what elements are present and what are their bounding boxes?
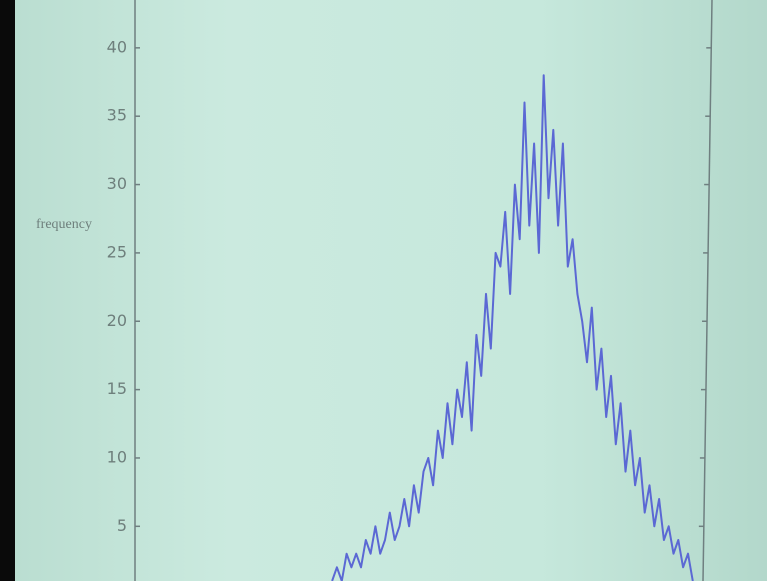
y-tick-label: 40 bbox=[107, 37, 127, 56]
background bbox=[0, 0, 767, 581]
chart: frequency 5 10 15 20 25 30 35 40 bbox=[0, 0, 767, 581]
y-tick-label: 20 bbox=[107, 311, 127, 330]
y-tick-label: 35 bbox=[107, 106, 127, 125]
y-tick-label: 15 bbox=[107, 379, 127, 398]
y-tick-label: 10 bbox=[107, 447, 127, 466]
y-tick-label: 25 bbox=[107, 242, 127, 261]
y-axis-label: frequency bbox=[36, 217, 92, 232]
y-tick-label: 30 bbox=[107, 174, 127, 193]
left-edge bbox=[0, 0, 15, 581]
page: frequency 510152025303540 (() => { const… bbox=[0, 0, 767, 581]
y-tick-label: 5 bbox=[117, 516, 127, 535]
